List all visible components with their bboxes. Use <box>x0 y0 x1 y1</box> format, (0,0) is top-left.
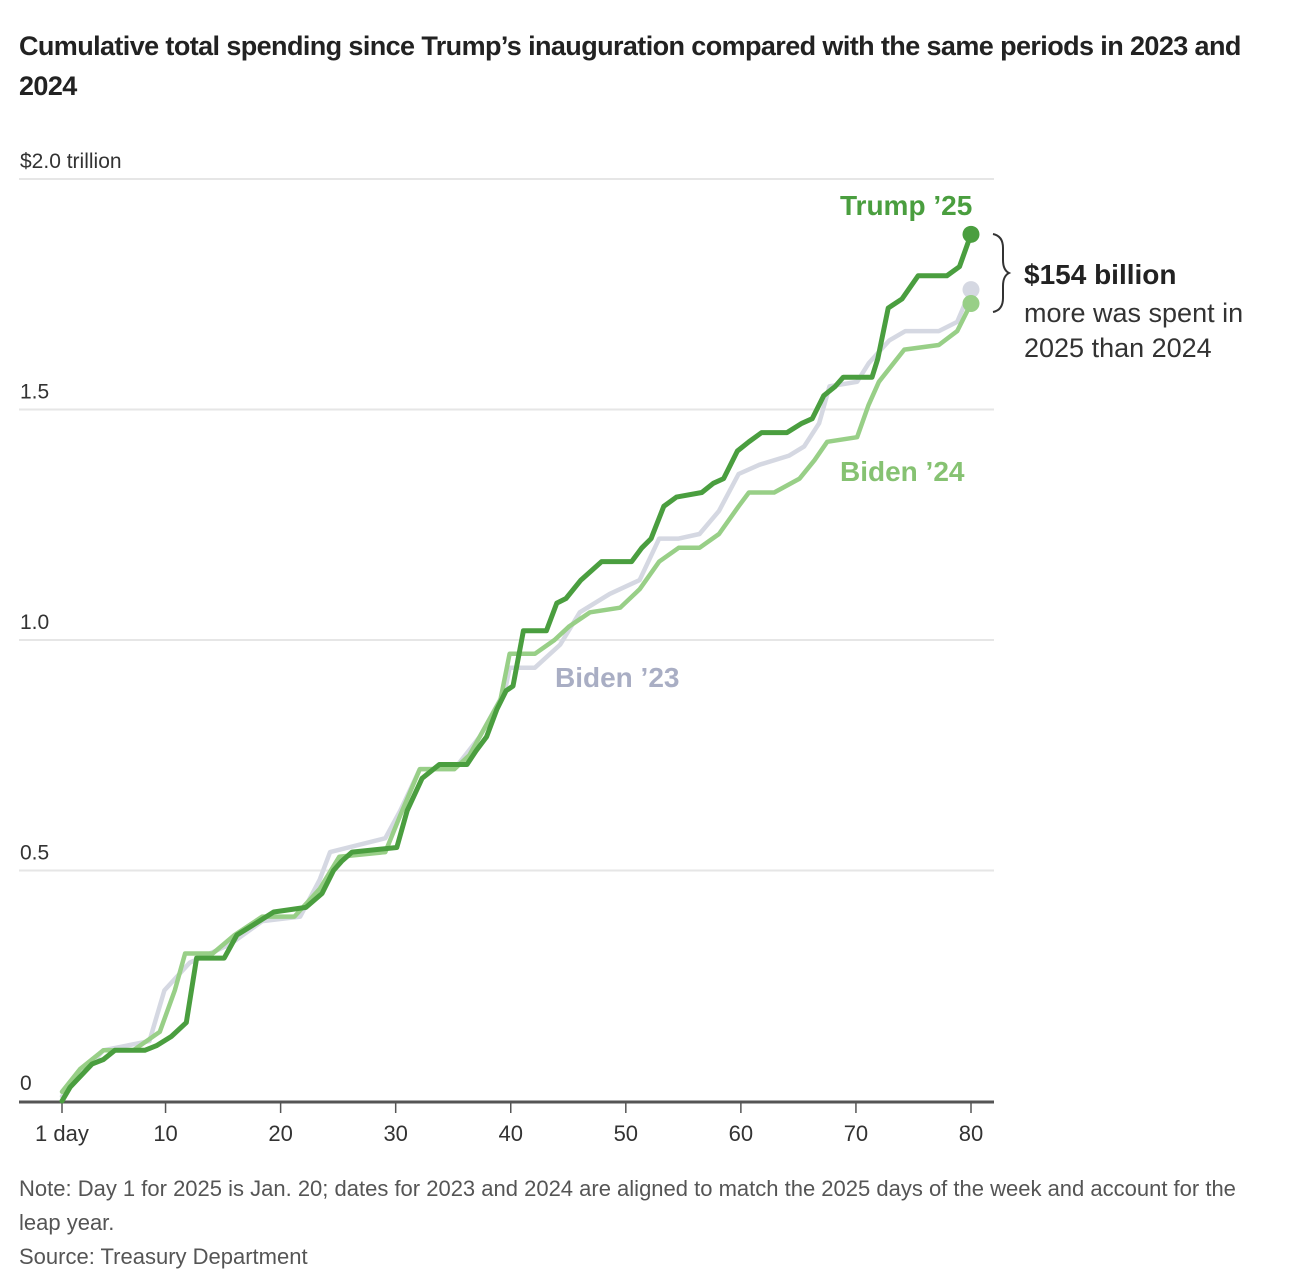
y-tick-label: 0.5 <box>20 842 49 865</box>
x-tick-label: 40 <box>499 1121 523 1146</box>
series-lines <box>59 231 974 1104</box>
x-tick-label: 30 <box>383 1121 407 1146</box>
bracket-icon <box>992 233 1012 313</box>
x-axis: 1 day 10 20 30 40 50 60 70 80 <box>19 1100 994 1146</box>
x-tick-label: 70 <box>844 1121 868 1146</box>
difference-annotation: $154 billion more was spent in 2025 than… <box>992 233 1243 363</box>
series-labels: Trump ’25 Biden ’24 Biden ’23 <box>555 190 972 693</box>
x-tick-label: 80 <box>959 1121 983 1146</box>
series-line-biden-23 <box>59 287 974 1099</box>
chart-footer: Note: Day 1 for 2025 is Jan. 20; dates f… <box>19 1172 1279 1274</box>
series-end-dots <box>962 225 980 312</box>
x-tick-label: 1 day <box>35 1121 89 1146</box>
footnote: Note: Day 1 for 2025 is Jan. 20; dates f… <box>19 1176 1236 1235</box>
series-label-biden-23: Biden ’23 <box>555 662 679 693</box>
end-dot-biden-23 <box>962 281 980 299</box>
source-note: Source: Treasury Department <box>19 1244 308 1269</box>
series-label-trump-25: Trump ’25 <box>840 190 972 221</box>
y-tick-label: 0 <box>20 1072 32 1095</box>
series-line-biden-24 <box>59 301 974 1095</box>
annotation-amount: $154 billion <box>1024 259 1177 290</box>
annotation-line-1: more was spent in <box>1024 298 1243 328</box>
end-dot-trump-25 <box>962 225 980 243</box>
annotation-line-2: 2025 than 2024 <box>1024 333 1212 363</box>
y-tick-label: $2.0 trillion <box>20 150 122 173</box>
x-tick-label: 60 <box>729 1121 753 1146</box>
line-chart: 0 0.5 1.0 1.5 $2.0 trillion 1 day 10 20 30 40 50 6… <box>19 150 1243 1146</box>
series-line-trump-25 <box>59 231 974 1104</box>
y-axis-ticks: 0 0.5 1.0 1.5 $2.0 trillion <box>20 150 122 1095</box>
chart-title: Cumulative total spending since Trump’s … <box>19 31 1241 101</box>
x-tick-label: 20 <box>268 1121 292 1146</box>
x-tick-label: 50 <box>614 1121 638 1146</box>
x-tick-label: 10 <box>153 1121 177 1146</box>
y-tick-label: 1.5 <box>20 381 49 404</box>
end-dot-biden-24 <box>962 294 980 312</box>
series-label-biden-24: Biden ’24 <box>840 456 965 487</box>
gridlines <box>19 178 994 872</box>
y-tick-label: 1.0 <box>20 611 49 634</box>
